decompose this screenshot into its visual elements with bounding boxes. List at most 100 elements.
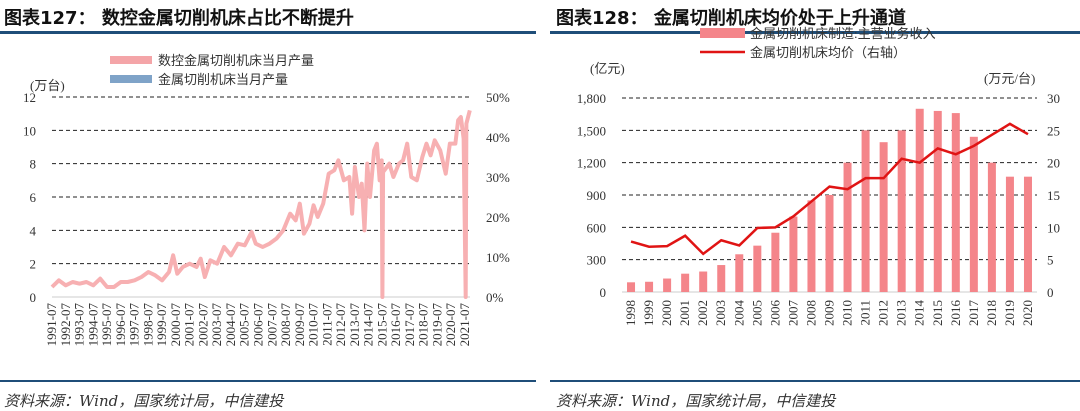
x-tick-label: 2017-07 bbox=[402, 303, 417, 347]
y2-tick-label: 25 bbox=[1047, 123, 1060, 138]
x-tick-label: 2000 bbox=[659, 300, 674, 326]
y2-tick-label: 50% bbox=[486, 90, 510, 105]
right-source-note: 资料来源：Wind，国家统计局，中信建投 bbox=[556, 392, 836, 410]
right-chart: 0 300 600 900 1,200 1,500 1,800 0 5 10 15 20 25 30 (亿元… bbox=[577, 26, 1060, 327]
x-tick-label: 2000-07 bbox=[168, 303, 183, 347]
bar-2004 bbox=[735, 254, 744, 292]
bar-2020 bbox=[1023, 176, 1032, 292]
bar-2009 bbox=[825, 195, 834, 292]
x-tick-label: 2018-07 bbox=[416, 303, 431, 347]
bar-2000 bbox=[663, 278, 672, 292]
legend-label: 金属切削机床当月产量 bbox=[158, 72, 288, 87]
legend-swatch-bar bbox=[700, 28, 745, 38]
y-tick-label: 6 bbox=[30, 190, 37, 205]
x-tick-label: 2008 bbox=[803, 300, 818, 326]
x-tick-label: 1996-07 bbox=[113, 303, 128, 347]
bar-2013 bbox=[897, 130, 906, 292]
y2-axis-unit-label: (万元/台) bbox=[984, 71, 1035, 86]
y-tick-label: 300 bbox=[587, 253, 607, 268]
legend-swatch bbox=[110, 56, 152, 64]
x-tick-label: 1994-07 bbox=[85, 303, 100, 347]
x-tick-label: 2011-07 bbox=[319, 303, 334, 346]
y2-tick-label: 40% bbox=[486, 130, 510, 145]
left-title-divider bbox=[0, 31, 536, 34]
x-tick-label: 2006 bbox=[767, 300, 782, 327]
x-tick-label: 2002-07 bbox=[195, 303, 210, 347]
x-tick-label: 1997-07 bbox=[127, 303, 142, 347]
y-tick-label: 1,500 bbox=[577, 123, 606, 138]
bar-2007 bbox=[789, 216, 798, 292]
bar-2018 bbox=[987, 162, 996, 292]
x-tick-label: 2006-07 bbox=[251, 303, 266, 347]
x-tick-label: 2016-07 bbox=[388, 303, 403, 347]
x-tick-label: 2005 bbox=[749, 300, 764, 326]
x-tick-label: 2017 bbox=[966, 300, 981, 327]
legend-label: 数控金属切削机床当月产量 bbox=[158, 53, 314, 68]
y2-tick-label: 10 bbox=[1047, 220, 1060, 235]
y2-tick-label: 30% bbox=[486, 170, 510, 185]
x-tick-label: 1995-07 bbox=[99, 303, 114, 347]
y-axis-unit-label: (亿元) bbox=[590, 61, 625, 76]
x-tick-label: 1993-07 bbox=[72, 303, 87, 347]
x-tick-label: 2015 bbox=[930, 300, 945, 326]
y-tick-label: 2 bbox=[30, 257, 37, 272]
x-tick-label: 2007-07 bbox=[264, 303, 279, 347]
right-footer-divider bbox=[550, 380, 1080, 382]
y-tick-label: 0 bbox=[600, 285, 607, 300]
x-tick-label: 1998 bbox=[623, 300, 638, 326]
right-title-divider bbox=[550, 31, 1080, 34]
y2-tick-label: 5 bbox=[1047, 253, 1054, 268]
bar-2019 bbox=[1005, 176, 1014, 292]
x-tick-label: 2009-07 bbox=[292, 303, 307, 347]
bar-2010 bbox=[843, 162, 852, 292]
x-tick-label: 2004 bbox=[731, 300, 746, 327]
y-tick-label: 4 bbox=[30, 223, 37, 238]
series-line-avg-price bbox=[630, 122, 1029, 256]
x-tick-label: 2019 bbox=[1002, 300, 1017, 326]
bar-2016 bbox=[951, 113, 960, 292]
y2-tick-label: 20% bbox=[486, 210, 510, 225]
y-tick-label: 0 bbox=[30, 290, 37, 305]
x-tick-label: 2013-07 bbox=[347, 303, 362, 347]
bar-2006 bbox=[771, 232, 780, 292]
bar-2008 bbox=[807, 200, 816, 292]
y-axis-unit-label: (万台) bbox=[30, 78, 65, 93]
y2-tick-label: 10% bbox=[486, 250, 510, 265]
x-tick-label: 1999 bbox=[641, 300, 656, 326]
x-tick-label: 2018 bbox=[984, 300, 999, 326]
y-tick-label: 600 bbox=[587, 220, 607, 235]
series-line-cnc-output bbox=[50, 109, 472, 299]
bar-2002 bbox=[699, 271, 708, 292]
y-tick-label: 8 bbox=[30, 157, 37, 172]
bar-1998 bbox=[627, 282, 636, 292]
y-tick-label: 12 bbox=[23, 90, 36, 105]
left-chart: 0 2 4 6 8 10 12 0% 10% 20% 30% 40% 50% 1991-071992-07… bbox=[23, 53, 510, 347]
y2-tick-label: 0 bbox=[1047, 285, 1054, 300]
bar-2001 bbox=[681, 273, 690, 292]
bar-2005 bbox=[753, 245, 762, 292]
y2-tick-label: 30 bbox=[1047, 91, 1060, 106]
left-footer-divider bbox=[0, 380, 536, 382]
bar-2012 bbox=[879, 142, 888, 292]
bar-1999 bbox=[645, 281, 654, 292]
legend-swatch bbox=[110, 75, 152, 83]
y2-tick-label: 20 bbox=[1047, 156, 1060, 171]
legend-label: 金属切削机床均价（右轴） bbox=[750, 45, 906, 60]
x-tick-label: 2001 bbox=[677, 300, 692, 326]
bar-2011 bbox=[861, 130, 870, 292]
bar-2017 bbox=[969, 136, 978, 292]
x-tick-label: 1991-07 bbox=[44, 303, 59, 347]
x-tick-label: 2001-07 bbox=[182, 303, 197, 347]
y2-tick-label: 15 bbox=[1047, 188, 1060, 203]
x-tick-label: 2004-07 bbox=[223, 303, 238, 347]
x-tick-label: 2009 bbox=[822, 300, 837, 326]
x-tick-label: 1992-07 bbox=[58, 303, 73, 347]
y-tick-label: 1,200 bbox=[577, 156, 606, 171]
left-chart-title: 图表127： 数控金属切削机床占比不断提升 bbox=[4, 8, 354, 29]
x-tick-label: 1999-07 bbox=[154, 303, 169, 347]
x-tick-label: 2005-07 bbox=[237, 303, 252, 347]
bar-2003 bbox=[717, 265, 726, 292]
x-tick-label: 2012 bbox=[876, 300, 891, 326]
x-tick-label: 2020-07 bbox=[443, 303, 458, 347]
y-tick-label: 900 bbox=[587, 188, 607, 203]
